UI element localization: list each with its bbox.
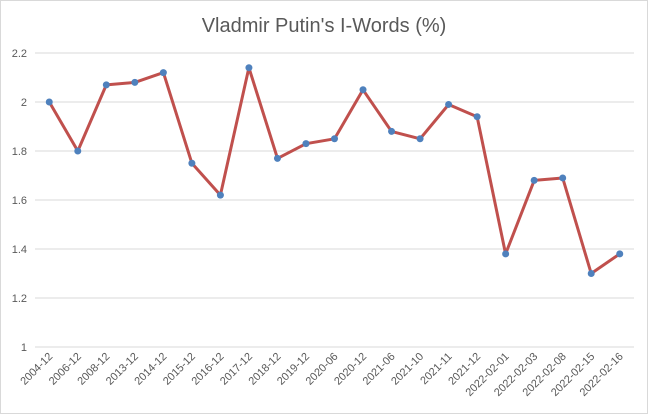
data-point <box>273 154 281 162</box>
gridlines <box>35 52 634 348</box>
chart-title: Vladmir Putin's I-Words (%) <box>202 15 447 37</box>
y-tick-label: 1.2 <box>12 293 27 305</box>
y-tick-label: 1.4 <box>12 244 27 256</box>
data-point <box>216 191 224 199</box>
data-point <box>45 98 53 106</box>
series-line <box>47 66 622 275</box>
data-point <box>445 100 453 108</box>
data-point <box>74 147 82 155</box>
markers <box>45 64 624 277</box>
data-point <box>388 127 396 135</box>
data-point <box>245 64 253 72</box>
data-point <box>131 78 139 86</box>
data-point <box>473 113 481 121</box>
data-point <box>188 159 196 167</box>
data-point <box>616 250 624 258</box>
data-point <box>302 140 310 148</box>
y-tick-label: 1 <box>21 342 27 354</box>
series-layer <box>47 66 622 275</box>
data-point <box>159 69 167 77</box>
data-point <box>530 176 538 184</box>
y-tick-label: 1.8 <box>12 146 27 158</box>
data-point <box>359 86 367 94</box>
data-point <box>102 81 110 89</box>
data-point <box>559 174 567 182</box>
y-tick-label: 1.6 <box>12 195 27 207</box>
y-tick-label: 2.2 <box>12 48 27 60</box>
y-axis-ticks: 1 1.2 1.4 1.6 1.8 2 2.2 <box>12 48 27 354</box>
y-tick-label: 2 <box>21 97 27 109</box>
data-point <box>331 135 338 143</box>
data-point <box>587 270 595 277</box>
data-point <box>416 135 424 143</box>
data-point <box>502 250 510 258</box>
x-axis-ticks: 2004-122006-122008-122013-122014-122015-… <box>18 351 626 399</box>
